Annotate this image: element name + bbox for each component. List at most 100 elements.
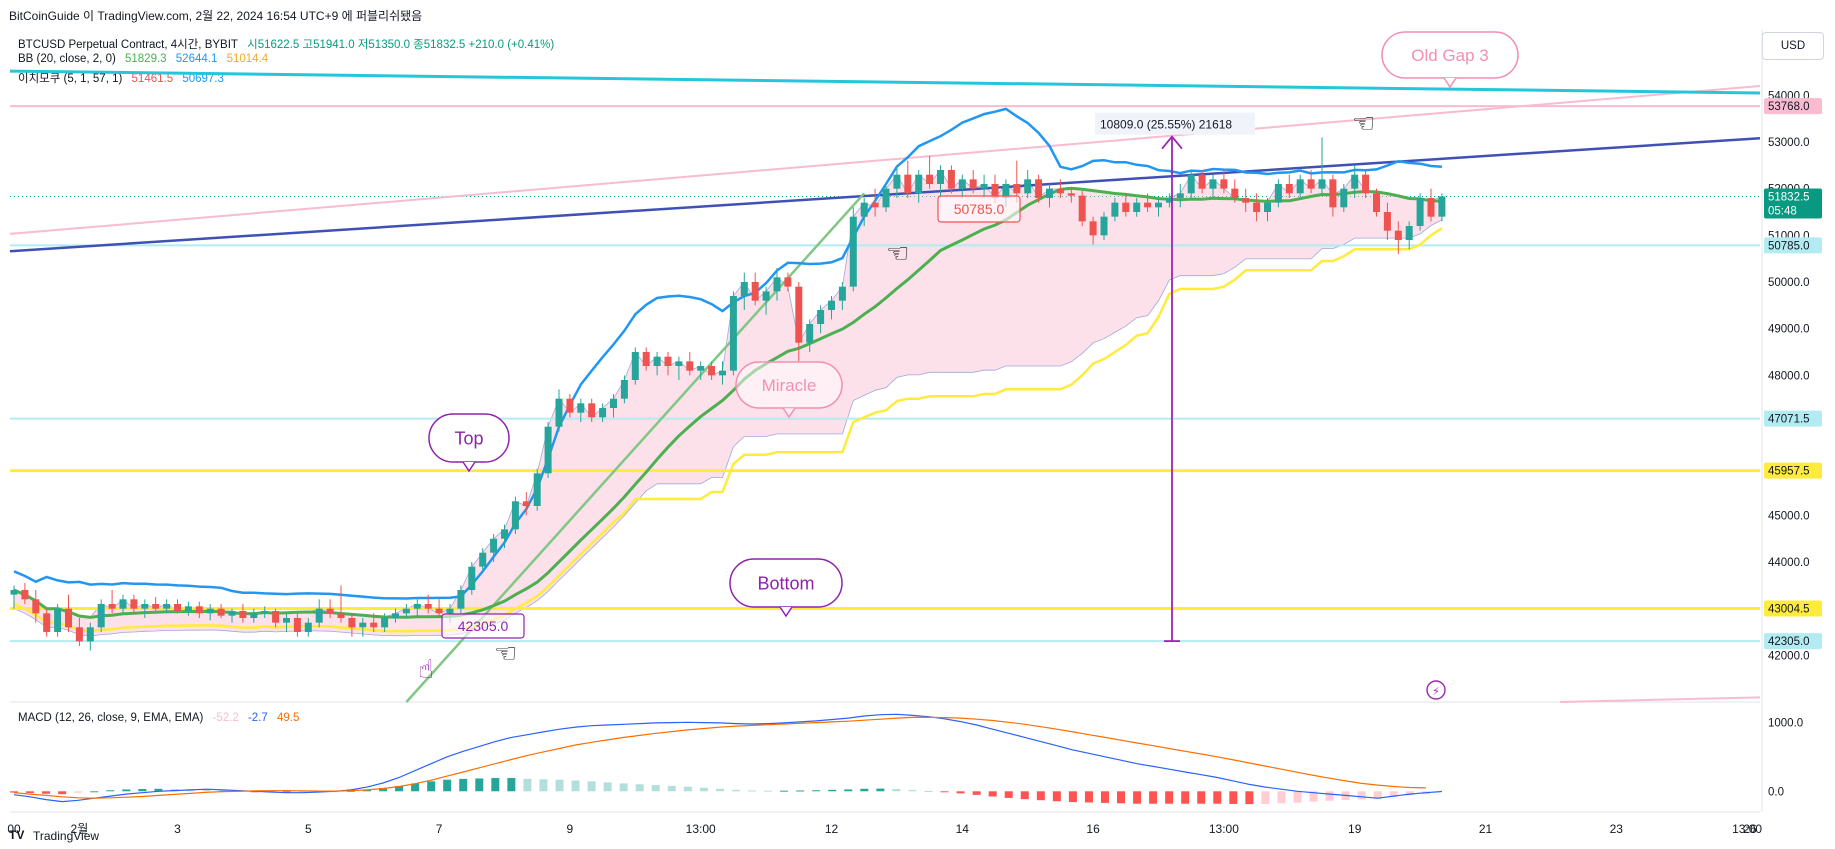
macd-hist-bar: [892, 789, 901, 792]
x-tick-label: 23: [1610, 822, 1624, 836]
hand-mid-icon: ☜: [886, 239, 909, 269]
candle-body: [86, 627, 94, 642]
macd-hist-bar: [1084, 791, 1093, 803]
macd-hist-bar: [828, 789, 837, 792]
candle-body: [544, 426, 552, 474]
macd-hist-bar: [154, 788, 163, 792]
candle-body: [719, 370, 726, 376]
candle-body: [980, 184, 988, 189]
candle-body: [359, 622, 367, 628]
candle-body: [1274, 184, 1282, 203]
candle-body: [1198, 174, 1206, 189]
macd-hist-bar: [956, 791, 965, 794]
candle-body: [228, 611, 236, 616]
candle-body: [1264, 202, 1271, 212]
macd-hist-bar: [138, 789, 147, 792]
macd-label[interactable]: MACD (12, 26, close, 9, EMA, EMA): [18, 712, 204, 724]
bb-upper-value: 52644.1: [175, 53, 218, 65]
candle-body: [1362, 174, 1370, 194]
candle-body: [54, 608, 62, 632]
x-tick-label: 19: [1348, 822, 1362, 836]
candle-body: [195, 606, 203, 614]
candle-body: [1427, 198, 1435, 217]
hand-top-icon: ☜: [1352, 109, 1375, 139]
macd-hist-bar: [571, 780, 580, 792]
macd-hist-bar: [1357, 791, 1366, 800]
price-badge-label: 47071.5: [1768, 414, 1810, 426]
candle-body: [1024, 179, 1032, 194]
candle-body: [686, 361, 694, 371]
ichimoku-label[interactable]: 이치모쿠 (5, 1, 57, 1): [18, 73, 123, 85]
candle-body: [457, 590, 465, 609]
symbol-name[interactable]: BTCUSD Perpetual Contract, 4시간, BYBIT: [18, 39, 238, 51]
candle-body: [1002, 184, 1010, 198]
candle-body: [326, 608, 334, 614]
candle-body: [435, 608, 443, 614]
candle-body: [1144, 202, 1152, 208]
macd-hist-bar: [122, 789, 131, 792]
macd-hist-bar: [1068, 791, 1077, 803]
hand-bottom-icon: ☜: [494, 639, 517, 669]
price-box-42305-border: [441, 613, 525, 639]
ichimoku-lead-line: [13, 227, 1443, 633]
trendline-cyan: [9, 69, 1761, 95]
candle-body: [1318, 179, 1326, 189]
price-badge-label: 43004.5: [1768, 603, 1810, 615]
candle-body: [566, 398, 574, 413]
candle-body: [217, 608, 225, 616]
candle-body: [1078, 195, 1086, 222]
candle-body: [751, 282, 759, 301]
bb-label[interactable]: BB (20, close, 2, 0): [18, 53, 116, 65]
candle-body: [926, 174, 934, 184]
macd-hist-bar: [282, 791, 291, 793]
macd-hist-bar: [796, 790, 805, 792]
macd-hist-bar: [1229, 791, 1238, 804]
price-box-50785-border: [937, 195, 1021, 223]
tradingview-logo-icon[interactable]: TV: [9, 828, 25, 842]
x-tick-label: 12: [825, 822, 839, 836]
macd-tick-label: 1000.0: [1768, 717, 1803, 729]
lightning-glyph: ⚡: [1432, 685, 1440, 698]
candle-body: [261, 611, 269, 614]
macd-hist-bar: [218, 790, 227, 792]
candle-body: [773, 277, 781, 292]
y-tick-label: 42000.0: [1768, 650, 1810, 662]
candle-body: [392, 613, 399, 618]
candle-body: [337, 613, 345, 618]
candle-body: [620, 380, 628, 399]
macd-hist-bar: [1020, 791, 1029, 800]
x-tick-label: 16: [1086, 822, 1100, 836]
footer-bar: TV TradingView: [0, 820, 1835, 849]
candle-body: [664, 356, 672, 366]
price-box-50785: 50785.0: [954, 201, 1005, 217]
macd-hist-bar: [1245, 791, 1254, 805]
candle-body: [283, 618, 290, 623]
candle-body: [239, 611, 247, 618]
candle-body: [610, 398, 617, 408]
candle-body: [501, 529, 508, 539]
ichimoku-legend: 이치모쿠 (5, 1, 57, 1) 51461.5 50697.3: [18, 70, 230, 86]
callout-old-gap-text: Old Gap 3: [1411, 46, 1489, 65]
currency-button[interactable]: USD: [1762, 32, 1824, 60]
macd-tick-label: 0.0: [1768, 786, 1784, 798]
macd-legend: MACD (12, 26, close, 9, EMA, EMA) -52.2 …: [18, 712, 305, 724]
price-badge-label: 50785.0: [1768, 240, 1810, 252]
macd-hist-bar: [475, 778, 484, 792]
y-tick-label: 44000.0: [1768, 557, 1810, 569]
measure-label: 10809.0 (25.55%) 21618: [1100, 118, 1232, 132]
x-tick-label: 13:00: [1209, 822, 1239, 836]
macd-signal-line: [13, 716, 1426, 799]
macd-hist-bar: [106, 790, 115, 792]
publish-line: BitCoinGuide 이 TradingView.com, 2월 22, 2…: [9, 9, 423, 23]
candle-body: [958, 179, 966, 189]
footer-brand[interactable]: TradingView: [33, 829, 100, 843]
macd-hist-bar: [555, 779, 564, 792]
hand-purple-icon: ☝: [418, 655, 434, 685]
macd-hist-bar: [90, 791, 99, 793]
candle-body: [348, 618, 356, 628]
candle-body: [97, 604, 105, 628]
lightning-icon: [1426, 680, 1446, 700]
macd-hist-bar: [603, 782, 612, 792]
candle-body: [1035, 179, 1043, 198]
